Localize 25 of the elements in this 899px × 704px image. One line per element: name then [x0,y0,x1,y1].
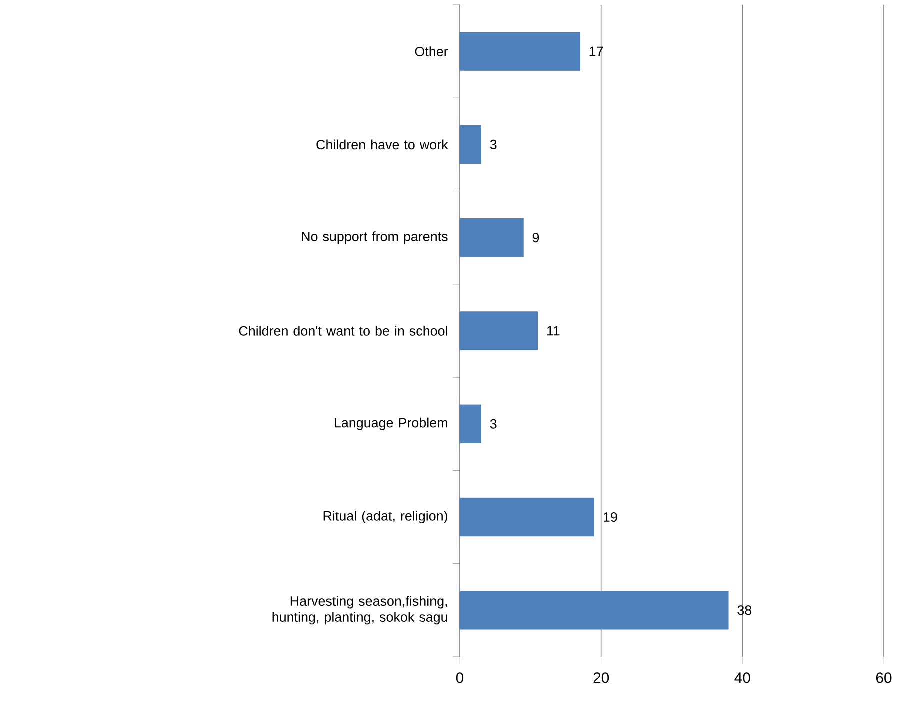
bar [460,404,482,444]
x-tick-label: 20 [594,672,610,684]
data-label: 9 [532,233,540,243]
bar [460,591,729,630]
data-label: 3 [490,419,497,429]
bar [460,498,594,537]
bar [460,32,580,71]
x-tick-label: 60 [876,672,892,684]
data-label: 3 [490,140,497,150]
y-tick-label: Children don't want to be in school [239,326,448,336]
x-tick-label: 40 [734,672,750,684]
y-tick-label: No support from parents [302,232,448,244]
x-tick-label: 0 [456,672,464,684]
y-tick-label: Other [415,46,448,56]
y-tick-label: Ritual (adat, religion) [324,510,448,524]
bar [460,125,482,164]
bar [460,218,524,258]
y-tick-label: Language Problem [335,418,448,430]
y-tick-label: Harvesting season,fishing, hunting, planting, sokok sagu [272,596,448,625]
data-label: 19 [604,512,618,522]
bar [460,312,538,350]
data-label: 17 [590,46,604,56]
data-label: 38 [738,606,752,616]
data-label: 11 [547,326,560,336]
y-tick-label: Children have to work [316,140,448,150]
